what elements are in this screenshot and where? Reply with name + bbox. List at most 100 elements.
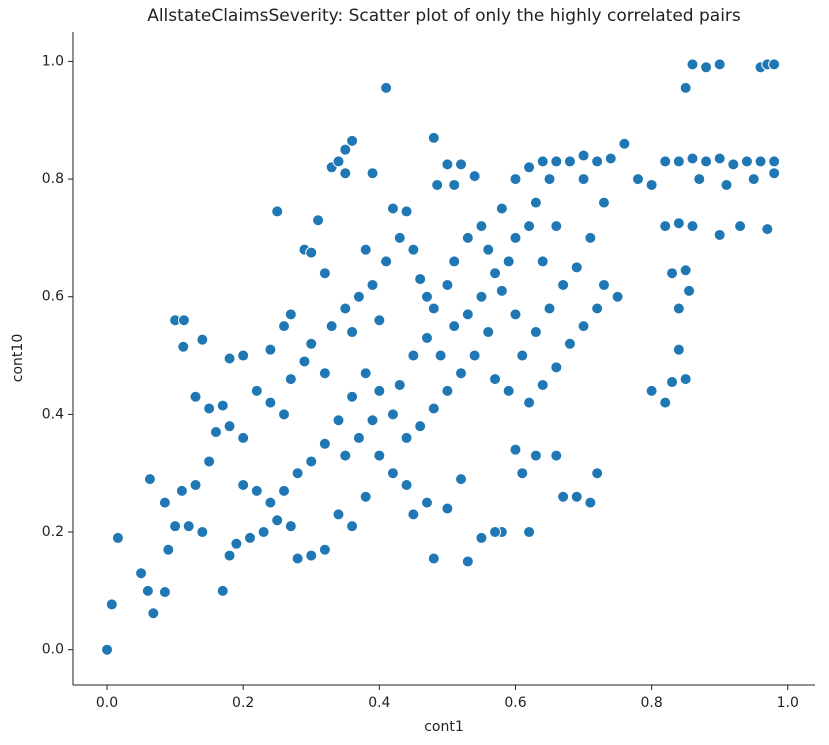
point bbox=[713, 58, 726, 71]
point bbox=[291, 467, 304, 480]
point bbox=[441, 158, 454, 171]
point bbox=[373, 314, 386, 327]
point bbox=[536, 155, 549, 168]
point bbox=[189, 390, 202, 403]
point bbox=[529, 449, 542, 462]
point bbox=[523, 161, 536, 174]
point bbox=[175, 484, 188, 497]
x-tick-label: 0.6 bbox=[504, 695, 526, 711]
point bbox=[448, 178, 461, 191]
point bbox=[237, 349, 250, 362]
point bbox=[509, 308, 522, 321]
point bbox=[237, 431, 250, 444]
point bbox=[713, 152, 726, 165]
point bbox=[523, 396, 536, 409]
point bbox=[591, 467, 604, 480]
point bbox=[305, 455, 318, 468]
point bbox=[366, 414, 379, 427]
point bbox=[686, 220, 699, 233]
point bbox=[441, 278, 454, 291]
point bbox=[516, 349, 529, 362]
point bbox=[455, 473, 468, 486]
point bbox=[597, 278, 610, 291]
point bbox=[550, 361, 563, 374]
point bbox=[158, 586, 171, 599]
point bbox=[380, 255, 393, 268]
point bbox=[475, 290, 488, 303]
point bbox=[278, 320, 291, 333]
point bbox=[672, 302, 685, 315]
point bbox=[264, 343, 277, 356]
point bbox=[111, 531, 124, 544]
point bbox=[366, 278, 379, 291]
point bbox=[373, 384, 386, 397]
point bbox=[761, 223, 774, 236]
point bbox=[339, 302, 352, 315]
point bbox=[747, 173, 760, 186]
point bbox=[414, 420, 427, 433]
point bbox=[550, 155, 563, 168]
point bbox=[666, 267, 679, 280]
point bbox=[523, 526, 536, 539]
point bbox=[298, 355, 311, 368]
point bbox=[318, 367, 331, 380]
x-tick-label: 1.0 bbox=[777, 695, 799, 711]
point bbox=[768, 167, 781, 180]
point bbox=[386, 408, 399, 421]
point bbox=[604, 152, 617, 165]
x-tick-label: 0.4 bbox=[368, 695, 390, 711]
point bbox=[352, 290, 365, 303]
point bbox=[135, 567, 148, 580]
point bbox=[700, 155, 713, 168]
point bbox=[482, 326, 495, 339]
point bbox=[529, 196, 542, 209]
point bbox=[400, 478, 413, 491]
point bbox=[346, 520, 359, 533]
y-tick-label: 0.6 bbox=[42, 289, 64, 305]
point bbox=[182, 520, 195, 533]
point bbox=[332, 414, 345, 427]
point bbox=[448, 320, 461, 333]
point bbox=[679, 264, 692, 277]
point bbox=[312, 214, 325, 227]
point bbox=[645, 178, 658, 191]
point bbox=[536, 378, 549, 391]
point bbox=[502, 384, 515, 397]
point bbox=[734, 220, 747, 233]
point bbox=[679, 373, 692, 386]
y-tick-label: 1.0 bbox=[42, 53, 64, 69]
point bbox=[475, 531, 488, 544]
point bbox=[203, 402, 216, 415]
point bbox=[318, 437, 331, 450]
point bbox=[618, 137, 631, 150]
point bbox=[461, 231, 474, 244]
point bbox=[386, 202, 399, 215]
y-axis-label: cont10 bbox=[10, 334, 26, 382]
y-tick-label: 0.2 bbox=[42, 524, 64, 540]
point bbox=[563, 155, 576, 168]
point bbox=[468, 349, 481, 362]
point bbox=[672, 343, 685, 356]
point bbox=[632, 173, 645, 186]
point bbox=[359, 367, 372, 380]
point bbox=[679, 81, 692, 94]
point bbox=[768, 58, 781, 71]
point bbox=[550, 220, 563, 233]
point bbox=[431, 178, 444, 191]
point bbox=[509, 231, 522, 244]
point bbox=[346, 390, 359, 403]
point bbox=[346, 326, 359, 339]
point bbox=[455, 367, 468, 380]
point bbox=[284, 308, 297, 321]
point bbox=[577, 320, 590, 333]
point bbox=[177, 314, 190, 327]
point bbox=[305, 337, 318, 350]
point bbox=[162, 543, 175, 556]
point bbox=[713, 228, 726, 241]
point bbox=[509, 173, 522, 186]
point bbox=[468, 170, 481, 183]
point bbox=[105, 598, 118, 611]
point bbox=[359, 490, 372, 503]
point bbox=[557, 278, 570, 291]
